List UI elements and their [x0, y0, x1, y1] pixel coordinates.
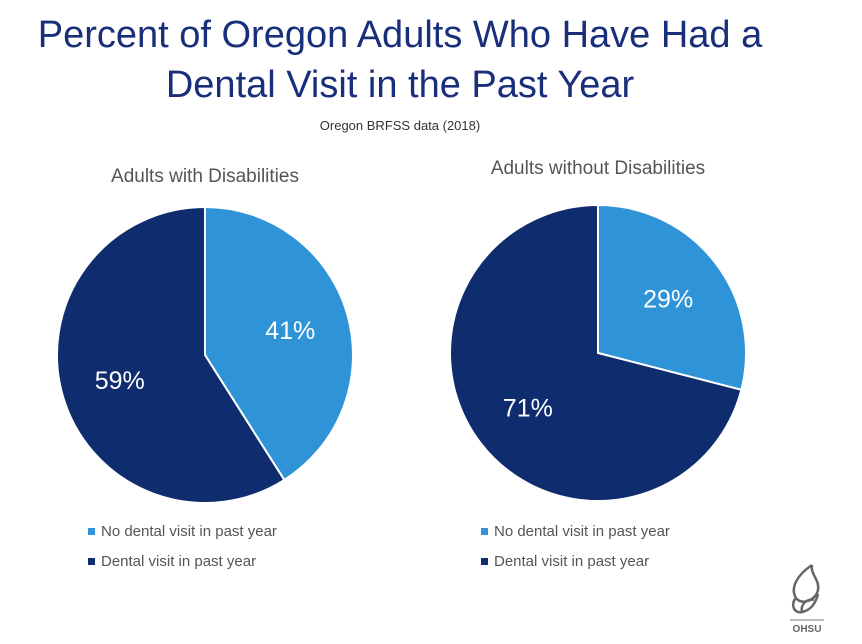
title-line-2: Dental Visit in the Past Year — [165, 64, 635, 106]
data-label: 41% — [265, 317, 315, 345]
legend-swatch — [88, 527, 95, 535]
title-line-1: Percent of Oregon Adults Who Have Had a — [37, 14, 763, 56]
legend-no-disabilities: No dental visit in past year Dental visi… — [481, 516, 670, 576]
data-label: 71% — [503, 394, 553, 422]
legend-swatch — [481, 527, 488, 535]
legend-item-no-visit: No dental visit in past year — [481, 516, 670, 546]
slide-title: Percent of Oregon Adults Who Have Had a … — [0, 10, 800, 110]
legend-item-no-visit: No dental visit in past year — [88, 516, 277, 546]
pie-slice-visit — [449, 203, 743, 502]
legend-item-visit: Dental visit in past year — [481, 546, 670, 576]
legend-label: Dental visit in past year — [494, 552, 650, 570]
pie-slice-visit — [56, 205, 286, 504]
svg-text:OHSU: OHSU — [793, 624, 822, 635]
data-label: 59% — [95, 367, 145, 395]
ohsu-logo-icon: OHSU — [790, 563, 824, 635]
subtitle: Oregon BRFSS data (2018) — [319, 118, 481, 133]
data-label: 29% — [643, 286, 693, 314]
legend-label: No dental visit in past year — [101, 522, 277, 540]
legend-swatch — [481, 557, 488, 565]
legend-disabilities: No dental visit in past year Dental visi… — [88, 516, 277, 576]
chart-title-disabilities: Adults with Disabilities — [111, 166, 299, 187]
legend-item-visit: Dental visit in past year — [88, 546, 277, 576]
chart-title-no-disabilities: Adults without Disabilities — [490, 158, 706, 179]
legend-label: Dental visit in past year — [101, 552, 257, 570]
legend-swatch — [88, 557, 95, 565]
ohsu-logo: OHSU — [782, 560, 832, 635]
legend-label: No dental visit in past year — [494, 522, 670, 540]
pie-slice-no-visit — [597, 203, 747, 392]
